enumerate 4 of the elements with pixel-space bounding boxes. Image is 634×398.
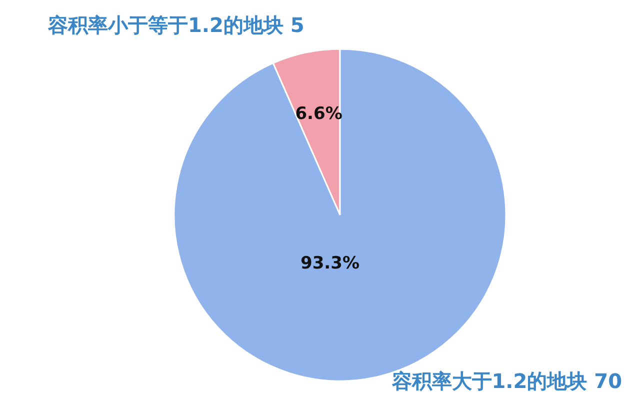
data-label: 93.3% <box>300 254 360 274</box>
slice-label: 容积率小于等于1.2的地块 5 <box>47 13 304 37</box>
data-label: 6.6% <box>295 104 342 124</box>
slice-label: 容积率大于1.2的地块 70 <box>390 369 622 393</box>
